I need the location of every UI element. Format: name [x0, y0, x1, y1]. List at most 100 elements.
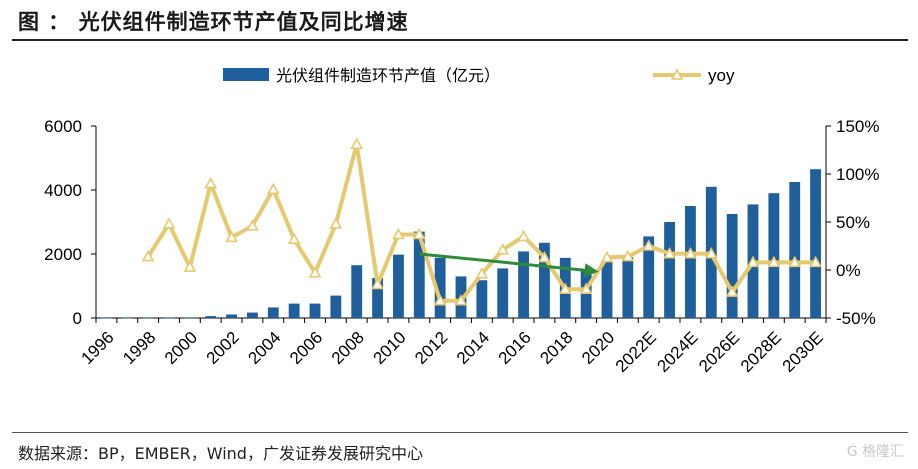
- bar: [434, 257, 446, 318]
- legend-label-bar: 光伏组件制造环节产值（亿元）: [276, 67, 500, 85]
- yoy-marker: [579, 282, 593, 294]
- x-tick-label: 2014: [453, 328, 493, 368]
- x-tick-label: 2030E: [779, 328, 827, 376]
- x-tick-label: 2010: [369, 328, 409, 368]
- y-right-tick-label: 0%: [836, 261, 861, 280]
- chart-area: 0 2000 4000 6000 -50% 0% 50% 100% 150% 1996 1998 20…: [0, 42, 918, 432]
- title-divider: [12, 39, 908, 41]
- legend-swatch-marker: [670, 68, 684, 80]
- x-tick-label: 2002: [203, 328, 243, 368]
- yoy-marker: [371, 277, 384, 290]
- bar: [309, 303, 321, 318]
- x-tick-label: 2026E: [695, 328, 743, 376]
- bar: [810, 169, 821, 318]
- y-right-tick-label: 100%: [836, 165, 879, 184]
- yoy-marker: [725, 285, 739, 297]
- yoy-marker: [809, 255, 822, 268]
- bar: [643, 236, 655, 318]
- yoy-marker: [788, 255, 802, 268]
- bar: [267, 307, 279, 318]
- yoy-marker: [746, 255, 760, 268]
- x-tick-label: 1996: [77, 328, 117, 368]
- bar: [768, 193, 780, 318]
- y-left-tick-label: 6000: [44, 117, 82, 136]
- yoy-marker: [558, 282, 572, 294]
- bar: [142, 317, 154, 319]
- watermark: G 格隆汇: [846, 444, 904, 460]
- bar: [247, 312, 258, 318]
- bar: [664, 222, 675, 318]
- legend-label-line: yoy: [708, 66, 735, 85]
- x-tick-label: 2028E: [737, 328, 785, 376]
- bar: [288, 303, 300, 318]
- x-tick-label: 2016: [495, 328, 535, 368]
- x-tick-label: 2012: [411, 328, 451, 368]
- bar: [726, 214, 738, 318]
- y-right-tick-label: 50%: [836, 213, 870, 232]
- yoy-marker: [767, 255, 781, 268]
- yoy-marker: [642, 239, 656, 251]
- bar: [163, 317, 175, 319]
- y-right-tick-label: -50%: [836, 309, 876, 328]
- x-tick-label: 2024E: [653, 328, 701, 376]
- yoy-marker: [392, 227, 405, 240]
- yoy-marker: [329, 217, 343, 229]
- trend-arrow-head: [584, 263, 599, 278]
- trend-arrow-shaft: [419, 252, 585, 272]
- x-tick-label: 2018: [536, 328, 576, 368]
- x-tick-label: 1998: [119, 328, 159, 368]
- yoy-marker: [141, 249, 155, 262]
- bar: [622, 257, 634, 318]
- y-left-tick-label: 2000: [44, 245, 82, 264]
- yoy-marker: [204, 176, 218, 189]
- y-right-tick-label: 150%: [836, 117, 879, 136]
- bar: [226, 314, 237, 318]
- yoy-marker: [412, 227, 426, 240]
- bar: [789, 182, 801, 318]
- title-bar: 图 ： 光伏组件制造环节产值及同比增速: [0, 0, 918, 41]
- yoy-marker: [663, 247, 676, 259]
- x-tick-label: 2008: [328, 328, 368, 368]
- yoy-marker: [621, 249, 635, 262]
- yoy-marker: [454, 294, 468, 306]
- bar: [413, 231, 425, 318]
- yoy-marker: [225, 230, 238, 243]
- bar: [601, 261, 613, 318]
- yoy-marker: [475, 267, 489, 279]
- bar: [351, 265, 363, 318]
- bar: [393, 254, 404, 318]
- yoy-marker: [538, 250, 551, 263]
- yoy-marker: [246, 219, 259, 231]
- legend-swatch-bar: [223, 68, 269, 81]
- yoy-marker: [287, 232, 301, 245]
- source-note: 数据来源：BP，EMBER，Wind，广发证券发展研究中心: [18, 444, 423, 463]
- chart-title: 图 ： 光伏组件制造环节产值及同比增速: [18, 10, 409, 34]
- bar: [685, 206, 696, 318]
- y-left-tick-label: 0: [73, 309, 82, 328]
- yoy-marker: [308, 266, 322, 278]
- bar: [539, 242, 550, 318]
- x-tick-label: 2000: [161, 328, 201, 368]
- bar: [184, 317, 196, 319]
- bar: [121, 317, 133, 319]
- bar: [518, 251, 529, 318]
- bar: [497, 268, 509, 318]
- yoy-marker: [350, 137, 364, 150]
- x-tick-label: 2004: [244, 328, 284, 368]
- bar: [330, 295, 342, 318]
- yoy-marker: [600, 250, 614, 263]
- yoy-marker: [496, 243, 510, 255]
- bar: [205, 316, 217, 318]
- x-tick-label: 2006: [286, 328, 326, 368]
- yoy-marker: [517, 229, 530, 242]
- yoy-marker: [266, 182, 280, 195]
- yoy-marker: [162, 217, 176, 229]
- bar: [476, 280, 488, 318]
- yoy-marker: [684, 247, 697, 259]
- x-tick-label: 2022E: [612, 328, 660, 376]
- yoy-marker: [704, 247, 718, 259]
- bar: [372, 278, 383, 318]
- yoy-marker: [433, 294, 447, 306]
- y-left-tick-label: 4000: [44, 181, 82, 200]
- bar: [101, 317, 112, 319]
